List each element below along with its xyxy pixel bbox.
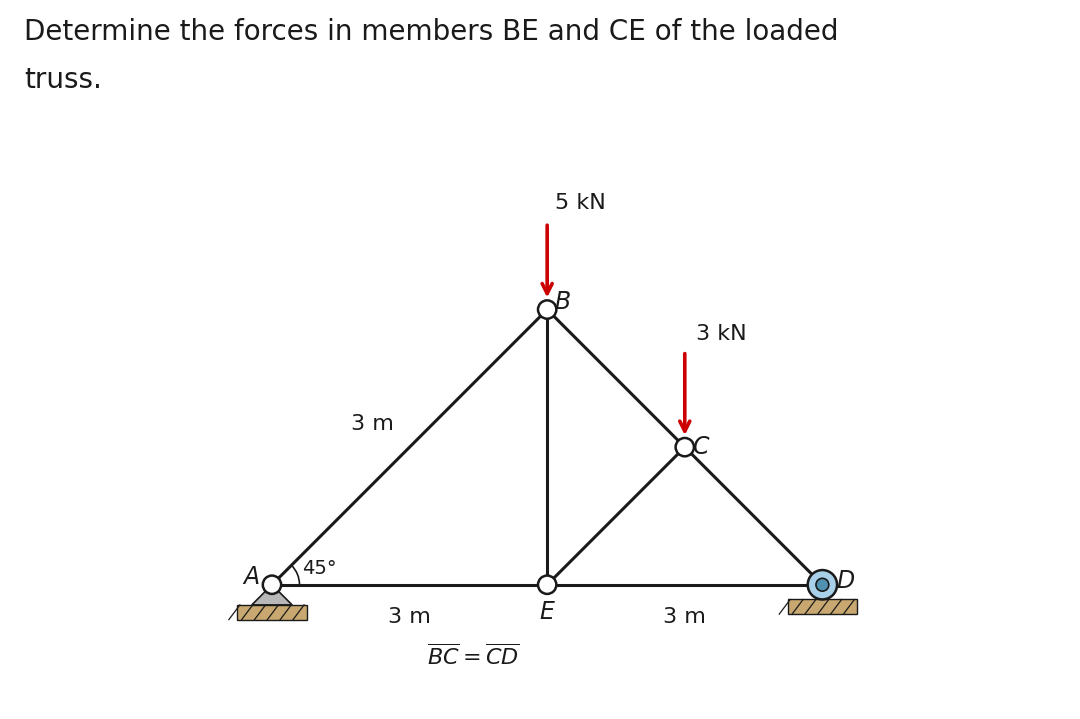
Circle shape xyxy=(676,438,694,457)
Circle shape xyxy=(538,301,556,319)
Text: 5 kN: 5 kN xyxy=(554,193,605,214)
Polygon shape xyxy=(252,585,293,605)
Circle shape xyxy=(538,576,556,594)
Text: A: A xyxy=(244,565,260,590)
Text: 3 m: 3 m xyxy=(351,414,394,434)
Text: E: E xyxy=(540,600,555,624)
Text: 45°: 45° xyxy=(302,559,337,578)
Text: 3 m: 3 m xyxy=(663,607,706,627)
Text: B: B xyxy=(555,290,571,314)
Circle shape xyxy=(262,576,281,594)
Text: 3 kN: 3 kN xyxy=(696,324,746,344)
Polygon shape xyxy=(787,600,858,614)
Text: C: C xyxy=(693,435,710,459)
Text: truss.: truss. xyxy=(24,66,102,94)
Text: D: D xyxy=(836,569,854,593)
Text: $\overline{BC} = \overline{CD}$: $\overline{BC} = \overline{CD}$ xyxy=(428,644,521,669)
Circle shape xyxy=(816,578,828,591)
Circle shape xyxy=(808,570,837,600)
Text: Determine the forces in members BE and CE of the loaded: Determine the forces in members BE and C… xyxy=(24,18,838,46)
Text: 3 m: 3 m xyxy=(388,607,431,627)
Polygon shape xyxy=(238,605,307,620)
